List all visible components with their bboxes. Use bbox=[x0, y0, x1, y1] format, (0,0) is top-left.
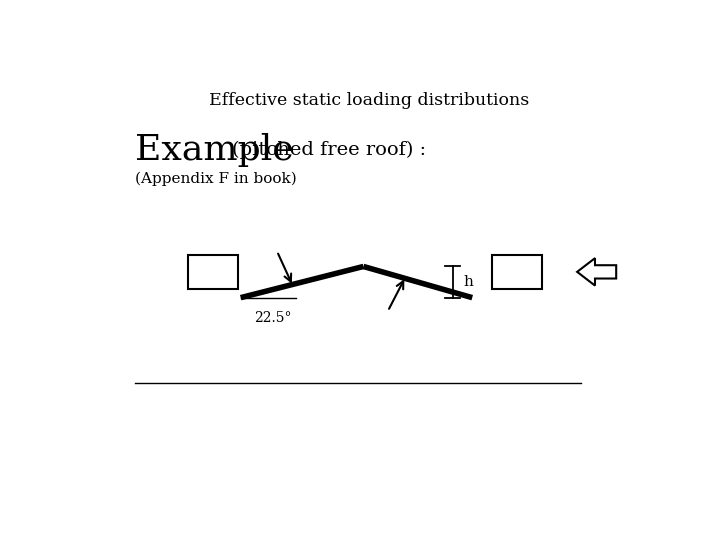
Bar bbox=[188, 255, 238, 288]
Text: h: h bbox=[464, 275, 474, 289]
Text: (Appendix F in book): (Appendix F in book) bbox=[135, 172, 297, 186]
Text: Example: Example bbox=[135, 133, 293, 167]
Text: 2: 2 bbox=[201, 263, 212, 281]
Polygon shape bbox=[577, 258, 616, 286]
Text: 1: 1 bbox=[511, 263, 523, 281]
Bar bbox=[492, 255, 542, 288]
Text: 22.5°: 22.5° bbox=[254, 311, 292, 325]
Text: (pitched free roof) :: (pitched free roof) : bbox=[233, 141, 426, 159]
Text: Effective static loading distributions: Effective static loading distributions bbox=[209, 92, 529, 109]
